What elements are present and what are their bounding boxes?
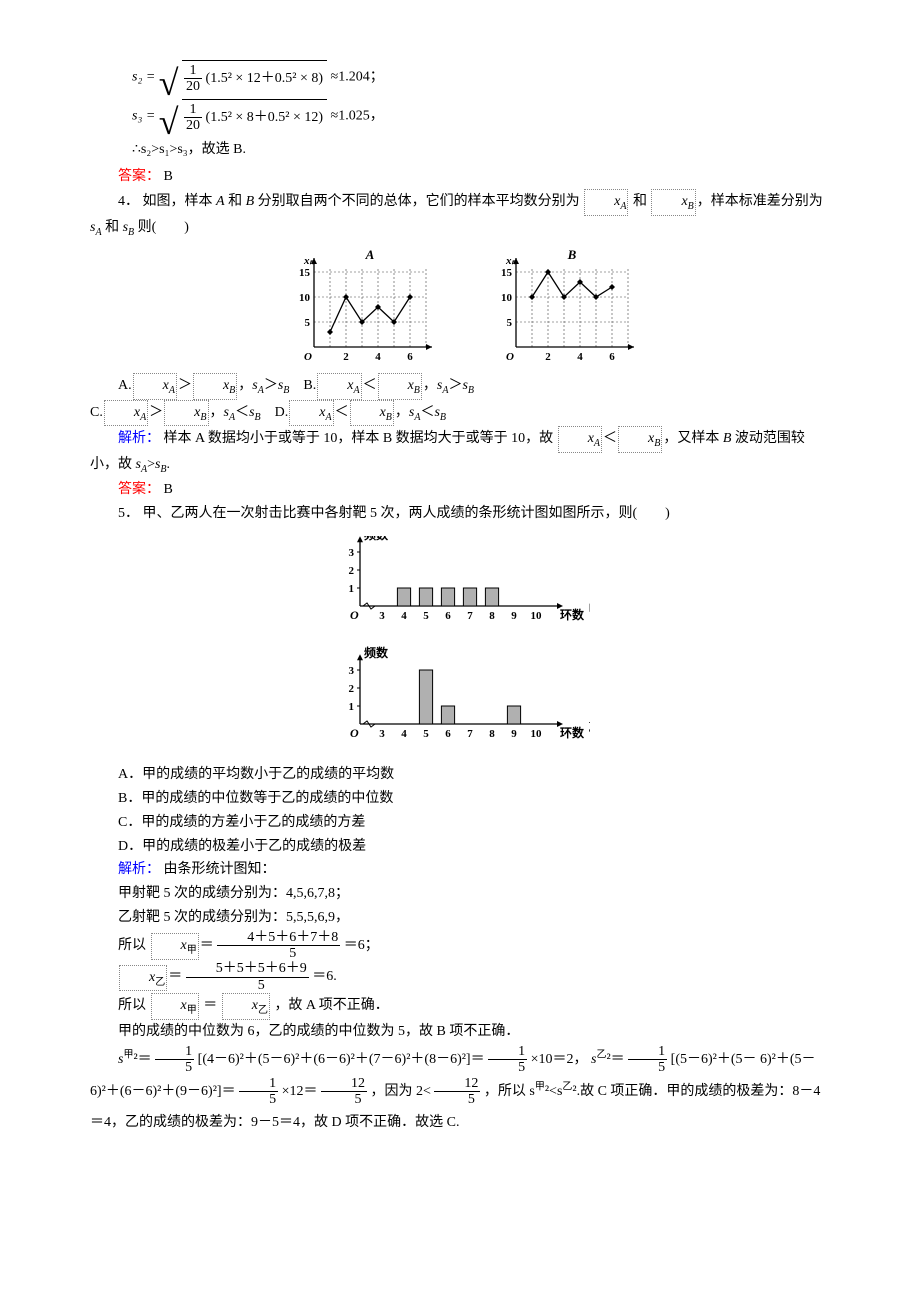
- svg-text:8: 8: [489, 610, 495, 622]
- q5-opt-A: A．甲的成绩的平均数小于乙的成绩的平均数: [90, 763, 830, 787]
- sqrt-s2: √ 1 20 (1.5² × 12＋0.5² × 8): [159, 60, 327, 95]
- svg-text:1: 1: [349, 701, 355, 713]
- eq-s2: s₂ = √ 1 20 (1.5² × 12＋0.5² × 8) ≈1.204；: [132, 60, 830, 95]
- svg-text:4: 4: [401, 728, 407, 740]
- eq-s3-lhs: s₃ =: [132, 108, 155, 123]
- svg-text:1: 1: [349, 583, 355, 595]
- svg-text:9: 9: [511, 728, 517, 740]
- q3-answer-value: B: [164, 169, 173, 184]
- svg-text:10: 10: [501, 292, 513, 304]
- eq-s3: s₃ = √ 1 20 (1.5² × 8＋0.5² × 12) ≈1.025，: [132, 99, 830, 134]
- svg-text:3: 3: [379, 728, 385, 740]
- svg-text:2: 2: [349, 683, 355, 695]
- svg-text:6: 6: [445, 728, 451, 740]
- svg-text:5: 5: [305, 317, 311, 329]
- xbar-A: xA: [584, 189, 628, 216]
- svg-text:10: 10: [531, 728, 543, 740]
- q5-opt-B: B．甲的成绩的中位数等于乙的成绩的中位数: [90, 787, 830, 811]
- analysis-label: 解析：: [118, 431, 160, 446]
- svg-text:4: 4: [376, 351, 382, 363]
- analysis-label: 解析：: [118, 862, 160, 877]
- q5-chart-yi: 1 2 3 3 4 5 6 7 8 9 10 O 频数环数乙: [90, 644, 830, 753]
- q4-answer: 答案： B: [90, 478, 830, 502]
- sqrt-s3: √ 1 20 (1.5² × 8＋0.5² × 12): [159, 99, 327, 134]
- svg-text:15: 15: [299, 267, 311, 279]
- svg-text:O: O: [304, 351, 312, 363]
- svg-text:6: 6: [408, 351, 414, 363]
- svg-text:2: 2: [545, 351, 551, 363]
- q4-analysis: 解析： 样本 A 数据均小于或等于 10，样本 B 数据均大于或等于 10，故 …: [90, 426, 830, 478]
- q5-variance: s甲²＝ 15 [(4－6)²＋(5－6)²＋(6－6)²＋(7－6)²＋(8－…: [90, 1044, 830, 1139]
- svg-text:15: 15: [501, 267, 513, 279]
- svg-text:乙: 乙: [588, 720, 590, 735]
- svg-text:7: 7: [467, 610, 473, 622]
- q5-median: 甲的成绩的中位数为 6，乙的成绩的中位数为 5，故 B 项不正确．: [90, 1020, 830, 1044]
- svg-text:4: 4: [577, 351, 583, 363]
- svg-text:5: 5: [423, 728, 429, 740]
- q4-answer-value: B: [164, 482, 173, 497]
- q3-answer: 答案： B: [90, 165, 830, 189]
- q5-stem: 5． 甲、乙两人在一次射击比赛中各射靶 5 次，两人成绩的条形统计图如图所示，则…: [90, 502, 830, 526]
- bar-chart-yi: 1 2 3 3 4 5 6 7 8 9 10 O 频数环数乙: [330, 644, 590, 744]
- svg-text:2: 2: [349, 565, 355, 577]
- chart-A: 51015246OnxₙA: [284, 247, 434, 367]
- svg-text:O: O: [350, 608, 359, 622]
- q4-charts: 51015246OnxₙA 51015246OnxₙB: [90, 247, 830, 367]
- answer-label: 答案：: [118, 169, 160, 184]
- svg-text:3: 3: [379, 610, 385, 622]
- q5-opt-D: D．甲的成绩的极差小于乙的成绩的极差: [90, 835, 830, 859]
- svg-text:环数: 环数: [560, 607, 585, 622]
- svg-text:6: 6: [609, 351, 615, 363]
- xbar-B: xB: [651, 189, 695, 216]
- svg-text:O: O: [506, 351, 514, 363]
- q5-chart-jia: 1 2 3 3 4 5 6 7 8 9 10 O 频数环数甲: [90, 536, 830, 635]
- q5-analysis: 解析： 由条形统计图知：: [90, 858, 830, 882]
- q5-jia-scores: 甲射靶 5 次的成绩分别为：4,5,6,7,8；: [90, 882, 830, 906]
- answer-label: 答案：: [118, 482, 160, 497]
- scatter-chart-B: 51015246OnxₙB: [486, 247, 636, 367]
- svg-text:6: 6: [445, 610, 451, 622]
- svg-text:xₙ: xₙ: [505, 255, 517, 267]
- svg-text:A: A: [365, 247, 375, 262]
- svg-text:O: O: [350, 726, 359, 740]
- svg-text:7: 7: [467, 728, 473, 740]
- svg-text:10: 10: [299, 292, 311, 304]
- svg-text:B: B: [566, 247, 576, 262]
- svg-text:甲: 甲: [588, 602, 590, 617]
- svg-text:3: 3: [349, 547, 355, 559]
- svg-text:4: 4: [401, 610, 407, 622]
- svg-text:10: 10: [531, 610, 543, 622]
- chart-B: 51015246OnxₙB: [486, 247, 636, 367]
- q4-stem: 4． 如图，样本 A 和 B 分别取自两个不同的总体，它们的样本平均数分别为 x…: [90, 189, 830, 241]
- svg-text:5: 5: [506, 317, 512, 329]
- svg-text:8: 8: [489, 728, 495, 740]
- svg-text:3: 3: [349, 665, 355, 677]
- svg-text:xₙ: xₙ: [303, 255, 315, 267]
- scatter-chart-A: 51015246OnxₙA: [284, 247, 434, 367]
- q3-conclusion: ∴s₂>s₁>s₃，故选 B.: [132, 138, 830, 162]
- svg-text:5: 5: [423, 610, 429, 622]
- svg-text:频数: 频数: [364, 536, 389, 542]
- q5-mean-jia: 所以 x甲＝ 4＋5＋6＋7＋8 5 ＝6；: [90, 930, 830, 962]
- q5-mean-conclusion: 所以 x甲 ＝ x乙 ，故 A 项不正确．: [90, 993, 830, 1020]
- svg-text:9: 9: [511, 610, 517, 622]
- q5-mean-yi: x乙＝ 5＋5＋5＋6＋9 5 ＝6.: [90, 961, 830, 993]
- svg-text:2: 2: [344, 351, 350, 363]
- q5-yi-scores: 乙射靶 5 次的成绩分别为：5,5,5,6,9，: [90, 906, 830, 930]
- eq-s2-lhs: s₂ =: [132, 70, 155, 85]
- svg-text:环数: 环数: [560, 725, 585, 740]
- q5-opt-C: C．甲的成绩的方差小于乙的成绩的方差: [90, 811, 830, 835]
- bar-chart-jia: 1 2 3 3 4 5 6 7 8 9 10 O 频数环数甲: [330, 536, 590, 626]
- svg-text:频数: 频数: [364, 646, 389, 661]
- q4-options: A.xA＞xB，sA＞sB B.xA＜xB，sA＞sB C.xA＞xB，sA＜s…: [90, 373, 830, 427]
